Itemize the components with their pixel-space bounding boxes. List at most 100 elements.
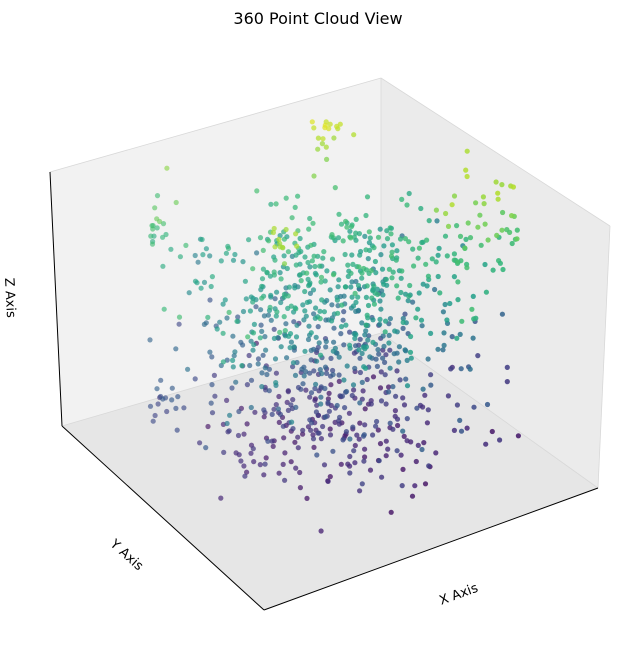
scatter-point [308, 330, 314, 336]
scatter-point [373, 423, 379, 429]
scatter-point [340, 437, 346, 443]
scatter-point [386, 340, 392, 346]
scatter-point [195, 259, 201, 265]
scatter-point [504, 364, 510, 370]
scatter-point [367, 467, 374, 473]
scatter-point [283, 226, 289, 233]
scatter-point [320, 255, 326, 261]
scatter-point [199, 236, 205, 243]
scatter-point [454, 335, 460, 341]
scatter-point [413, 315, 419, 321]
y-axis-line [61, 425, 265, 611]
scatter-point [310, 436, 317, 442]
scatter-point [160, 221, 167, 227]
scatter-point [304, 495, 310, 501]
scatter-point [363, 328, 369, 334]
scatter-point [413, 458, 419, 465]
scatter-point [350, 261, 356, 267]
scatter-point [389, 275, 395, 281]
scatter-point [214, 326, 220, 332]
scatter-point [449, 202, 455, 208]
scatter-point [319, 297, 325, 303]
scatter-point [290, 364, 296, 370]
scatter-point [227, 412, 233, 418]
scatter-point [262, 334, 268, 340]
scatter-point [388, 253, 395, 259]
scatter-point [326, 390, 332, 396]
scatter-point [277, 270, 283, 276]
scatter-point [336, 378, 342, 384]
scatter-point [224, 315, 230, 321]
scatter-point [297, 485, 303, 491]
scatter-point [287, 345, 293, 351]
scatter-point [336, 277, 342, 283]
scatter-point [262, 365, 268, 371]
back-wall-pane [381, 78, 610, 488]
scatter-point [317, 316, 323, 322]
scatter-point [329, 318, 335, 324]
scatter-point [389, 249, 395, 255]
scatter-point [327, 287, 333, 293]
scatter-point [311, 444, 317, 450]
scatter-point [375, 234, 382, 240]
scatter-point [344, 224, 350, 230]
chart-title: 360 Point Cloud View [233, 9, 402, 28]
scatter-point [307, 394, 313, 400]
scatter-point [293, 404, 299, 410]
scatter-point [363, 322, 369, 328]
scatter-point [374, 418, 380, 425]
scatter-point [235, 314, 241, 320]
scatter-point [451, 274, 457, 280]
scatter-point [471, 404, 477, 410]
scatter-point [272, 356, 279, 362]
scatter-point [374, 363, 380, 369]
scatter-point [309, 119, 315, 125]
scatter-point [300, 431, 306, 437]
scatter-point [393, 257, 399, 263]
scatter-point [150, 418, 156, 424]
scatter-point [380, 292, 386, 298]
scatter-point [361, 458, 367, 464]
scatter-point [207, 297, 213, 303]
scatter-point [276, 470, 282, 476]
scatter-point [327, 474, 333, 480]
scatter-point [349, 294, 355, 300]
scatter-point [361, 432, 367, 438]
scatter-point [164, 165, 170, 171]
scatter-point [464, 425, 470, 431]
scatter-point [268, 317, 274, 323]
scatter-point [296, 249, 302, 256]
scatter-point [318, 394, 324, 400]
scatter-point [352, 442, 358, 449]
scatter-point [209, 354, 215, 360]
scatter-point [394, 283, 400, 289]
scatter-point [265, 438, 271, 444]
scatter-point [376, 351, 382, 357]
scatter-point [260, 352, 266, 358]
scatter-point [250, 347, 256, 353]
scatter-point [397, 236, 404, 242]
scatter-point [311, 253, 317, 259]
scatter-point [271, 269, 277, 275]
scatter-point [302, 348, 308, 354]
scatter-point [386, 266, 392, 272]
scatter-point [364, 283, 370, 289]
scatter-point [351, 132, 357, 138]
scatter-point [415, 442, 421, 448]
scatter-point [362, 406, 368, 412]
scatter-point [225, 245, 232, 251]
scatter-point [494, 232, 500, 238]
scatter-point [359, 275, 365, 281]
scatter-point [415, 255, 421, 261]
scatter-point [267, 304, 273, 310]
scatter-point [246, 237, 252, 243]
scatter-point [209, 274, 215, 280]
scatter-point [270, 443, 276, 449]
scatter-point [424, 420, 430, 426]
scatter-point [341, 377, 347, 383]
scatter-point [404, 202, 410, 208]
scatter-point [495, 196, 501, 202]
scatter-point [257, 235, 264, 241]
scatter-point [331, 135, 337, 141]
scatter-point [343, 429, 349, 435]
